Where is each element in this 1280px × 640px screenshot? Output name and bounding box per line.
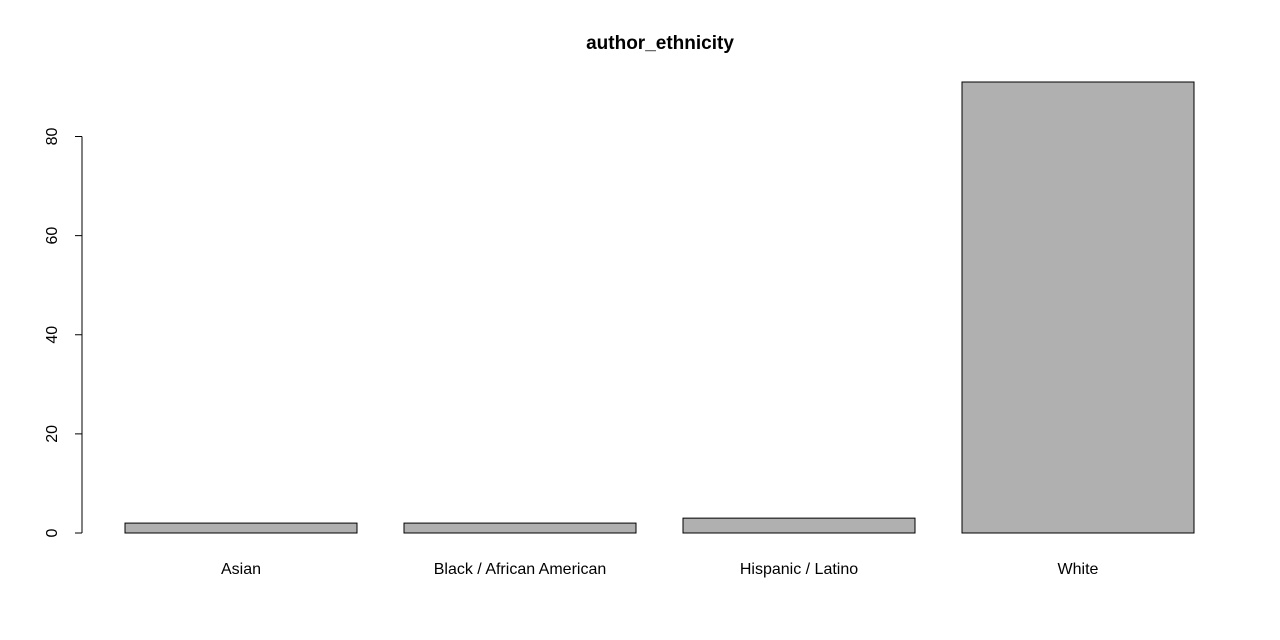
y-tick-label: 80 bbox=[44, 128, 61, 146]
y-tick-label: 0 bbox=[44, 528, 61, 537]
y-axis: 0 20 40 60 80 bbox=[44, 128, 83, 537]
bar bbox=[124, 522, 358, 534]
bar bbox=[403, 522, 637, 534]
y-tick-label: 60 bbox=[44, 227, 61, 245]
bar bbox=[682, 517, 916, 534]
x-category-label: White bbox=[1058, 561, 1099, 578]
bars-group bbox=[124, 81, 1195, 534]
bar bbox=[961, 81, 1195, 534]
x-axis-labels: Asian Black / African American Hispanic / … bbox=[221, 561, 1099, 578]
x-category-label: Asian bbox=[221, 561, 261, 578]
y-tick-label: 20 bbox=[44, 425, 61, 443]
y-tick-label: 40 bbox=[44, 326, 61, 344]
chart-title: author_ethnicity bbox=[586, 33, 734, 54]
x-category-label: Hispanic / Latino bbox=[740, 561, 858, 578]
x-category-label: Black / African American bbox=[434, 561, 607, 578]
